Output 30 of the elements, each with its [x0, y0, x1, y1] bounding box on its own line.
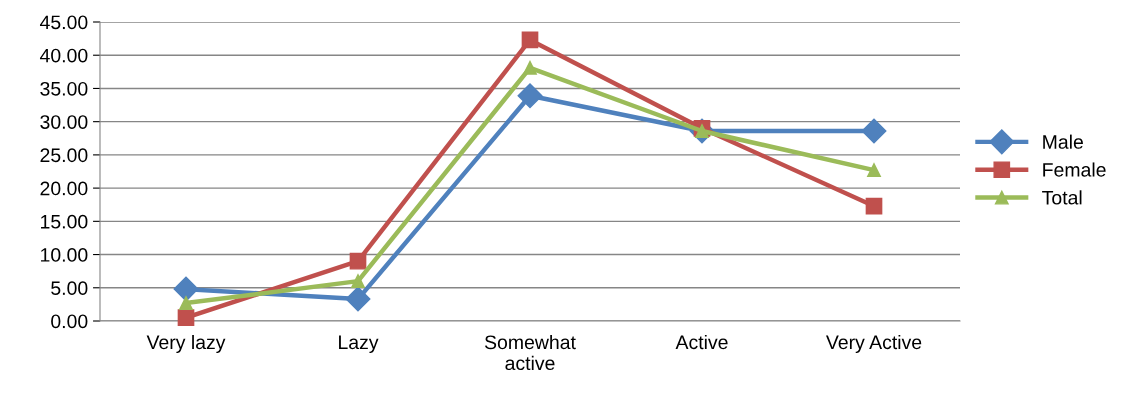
y-tick-label: 30.00: [40, 115, 88, 129]
y-tick-label: 5.00: [51, 281, 88, 296]
y-tick-label: 10.00: [41, 248, 88, 262]
y-tick-label: 35.00: [40, 81, 88, 96]
point: [865, 197, 883, 215]
legend-label: Female: [1043, 162, 1106, 177]
x-tick-label: Lazy: [339, 335, 379, 354]
x-tick-label: Very Active: [825, 334, 922, 354]
point: [523, 60, 537, 75]
x-tick-label: Somewhat active: [484, 334, 576, 371]
x-tick-label: Very lazy: [146, 334, 226, 354]
point: [349, 252, 367, 270]
y-tick-label: 0.00: [51, 314, 88, 329]
point: [173, 276, 199, 302]
point: [517, 83, 543, 109]
y-tick-label: 15.00: [41, 214, 88, 229]
x-tick-label: Active: [675, 334, 728, 350]
legend-label: Male: [1043, 134, 1083, 149]
point: [867, 163, 881, 178]
y-tick-label: 25.00: [40, 148, 88, 163]
point: [351, 274, 365, 289]
point: [861, 118, 887, 144]
point: [177, 309, 195, 327]
point: [179, 296, 193, 311]
y-tick-label: 45.00: [39, 15, 88, 30]
point: [521, 31, 539, 49]
y-tick-label: 20.00: [40, 181, 88, 196]
y-tick-label: 40.00: [39, 48, 88, 63]
point: [345, 286, 371, 312]
legend-label: Total: [1042, 190, 1082, 205]
